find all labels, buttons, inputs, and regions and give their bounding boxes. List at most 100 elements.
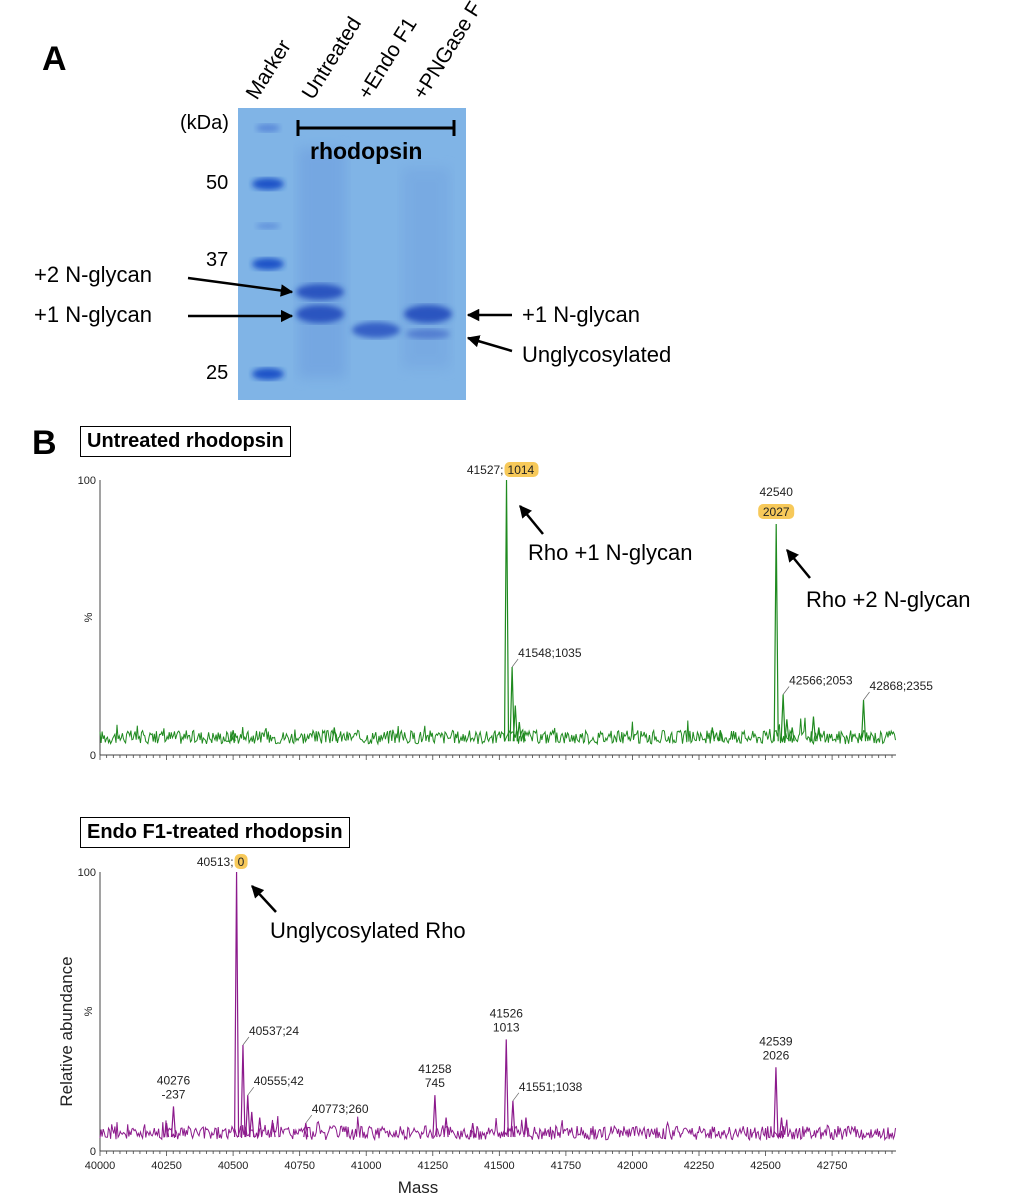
peak-1-12 — [230, 730, 236, 742]
rhodopsin-bracket-label: rhodopsin — [310, 138, 423, 164]
peak-2-9 — [443, 1117, 449, 1138]
peak-label-hl-1-2: 2027 — [763, 505, 790, 519]
xtick-label-11: 42750 — [817, 1160, 848, 1172]
peak-2-11 — [510, 1100, 516, 1138]
marker-25: 25 — [206, 362, 229, 384]
peak-label-1-2: 42540 2027 — [758, 485, 795, 519]
spectrum-1: 100 0% 41527; 1014 41548;1035 42540 2027 42566;… — [78, 462, 934, 762]
peak-2-8 — [432, 1095, 438, 1138]
xtick-label-1: 40250 — [151, 1160, 182, 1172]
label-plus1-nglycan-left: +1 N-glycan — [34, 302, 153, 327]
ytick-100-1: 100 — [78, 475, 96, 487]
annotation-arrow-icon — [251, 885, 277, 913]
xtick-label-9: 42250 — [684, 1160, 715, 1172]
peak-label-line2-2-1: -237 — [161, 1087, 185, 1101]
peak-label-2-1: 40276-237 — [157, 1073, 191, 1101]
noise-trace-1 — [99, 717, 896, 746]
peak-2-6 — [170, 1106, 177, 1138]
annotation-0: Rho +1 N-glycan — [528, 540, 692, 565]
annotation-2: Unglycosylated Rho — [270, 918, 466, 943]
marker-50: 50 — [206, 172, 229, 194]
peak-label-text-1-1: 41548;1035 — [518, 646, 582, 660]
peak-label-1-3: 42566;2053 — [782, 674, 853, 695]
label-plus1-nglycan-right: +1 N-glycan — [522, 302, 641, 327]
peak-label-text-2-6: 41526 — [490, 1006, 524, 1020]
peak-1-11 — [860, 699, 867, 742]
peak-1-10 — [816, 727, 822, 742]
x-axis-label: Mass — [398, 1178, 439, 1197]
peak-1-13 — [331, 727, 337, 742]
xtick-label-4: 41000 — [351, 1160, 382, 1172]
label-plus2-nglycan-left: +2 N-glycan — [34, 262, 153, 287]
peak-label-text-1-2: 42540 — [760, 485, 794, 499]
panel-b-letter: B — [32, 424, 57, 462]
xtick-label-6: 41500 — [484, 1160, 515, 1172]
peak-label-text-2-1: 40276 — [157, 1073, 191, 1087]
label-unglycosylated-right: Unglycosylated — [522, 342, 672, 367]
peak-label-line2-2-6: 1013 — [493, 1020, 520, 1034]
spectrum-1-title: Untreated rhodopsin — [80, 426, 291, 457]
peak-label-text-2-8: 42539 — [759, 1034, 793, 1048]
gel-arrows — [187, 276, 513, 353]
peak-label-hl-1-0: 1014 — [508, 463, 535, 477]
ytick-0-1: 0 — [90, 750, 96, 762]
peak-2-13 — [773, 1067, 779, 1138]
annotation-1: Rho +2 N-glycan — [806, 587, 970, 612]
peak-1-5 — [773, 523, 779, 742]
kda-unit: (kDa) — [180, 112, 229, 134]
xtick-label-7: 41750 — [551, 1160, 582, 1172]
y-axis-label: Relative abundance — [57, 956, 76, 1106]
noise-trace-2 — [99, 1115, 896, 1142]
xtick-label-5: 41250 — [417, 1160, 448, 1172]
peak-label-text-2-4: 40773;260 — [312, 1102, 369, 1116]
peak-2-15 — [270, 1123, 276, 1138]
peak-label-2-2: 40537;24 — [242, 1024, 299, 1046]
peak-label-2-4: 40773;260 — [305, 1102, 369, 1124]
peak-2-16 — [470, 1123, 476, 1138]
arrow-plus2-icon — [187, 276, 294, 297]
peak-2-2 — [245, 1095, 251, 1138]
peak-2-4 — [257, 1117, 263, 1138]
peak-label-text-1-4: 42868;2355 — [870, 679, 934, 693]
peak-2-0 — [233, 871, 240, 1138]
peak-2-12 — [523, 1117, 529, 1138]
peak-2-14 — [778, 1117, 785, 1138]
peak-1-4 — [520, 732, 526, 742]
peak-label-1-0: 41527; 1014 — [467, 462, 539, 477]
peak-2-7 — [163, 1123, 170, 1138]
xtick-label-2: 40500 — [218, 1160, 249, 1172]
peak-label-hl-2-0: 0 — [238, 855, 245, 869]
peak-2-3 — [249, 1111, 255, 1138]
gel-image — [238, 108, 466, 400]
peak-1-3 — [516, 721, 522, 742]
peak-label-1-1: 41548;1035 — [511, 646, 582, 668]
xtick-label-3: 40750 — [284, 1160, 315, 1172]
peak-2-1 — [240, 1044, 246, 1138]
xtick-label-10: 42500 — [750, 1160, 781, 1172]
peak-label-2-7: 41551;1038 — [512, 1080, 583, 1101]
peak-label-text-1-3: 42566;2053 — [789, 674, 853, 688]
peak-1-15 — [717, 730, 723, 742]
annotation-arrow-icon — [519, 505, 544, 535]
arrow-unglyco-right-icon — [466, 335, 513, 353]
ytick-pct-1: % — [83, 612, 95, 622]
peak-2-10 — [503, 1039, 509, 1138]
ytick-100-2: 100 — [78, 867, 96, 879]
peak-label-line2-2-8: 2026 — [763, 1048, 790, 1062]
xtick-label-0: 40000 — [85, 1160, 116, 1172]
peak-label-2-3: 40555;42 — [247, 1074, 304, 1096]
peak-label-text-2-5: 41258 — [418, 1062, 452, 1076]
peak-1-6 — [780, 694, 786, 742]
peak-label-text-2-2: 40537;24 — [249, 1024, 299, 1038]
panel-a-letter: A — [42, 40, 67, 78]
annotation-arrow-icon — [786, 549, 811, 579]
spectrum-2: 100 0% 40513; 0 40276-237 40537;24 40555;42 407… — [78, 854, 896, 1158]
peak-label-text-1-0: 41527; — [467, 463, 504, 477]
peak-label-line2-2-5: 745 — [425, 1076, 445, 1090]
peak-label-text-2-3: 40555;42 — [254, 1074, 304, 1088]
peak-label-text-2-7: 41551;1038 — [519, 1080, 583, 1094]
